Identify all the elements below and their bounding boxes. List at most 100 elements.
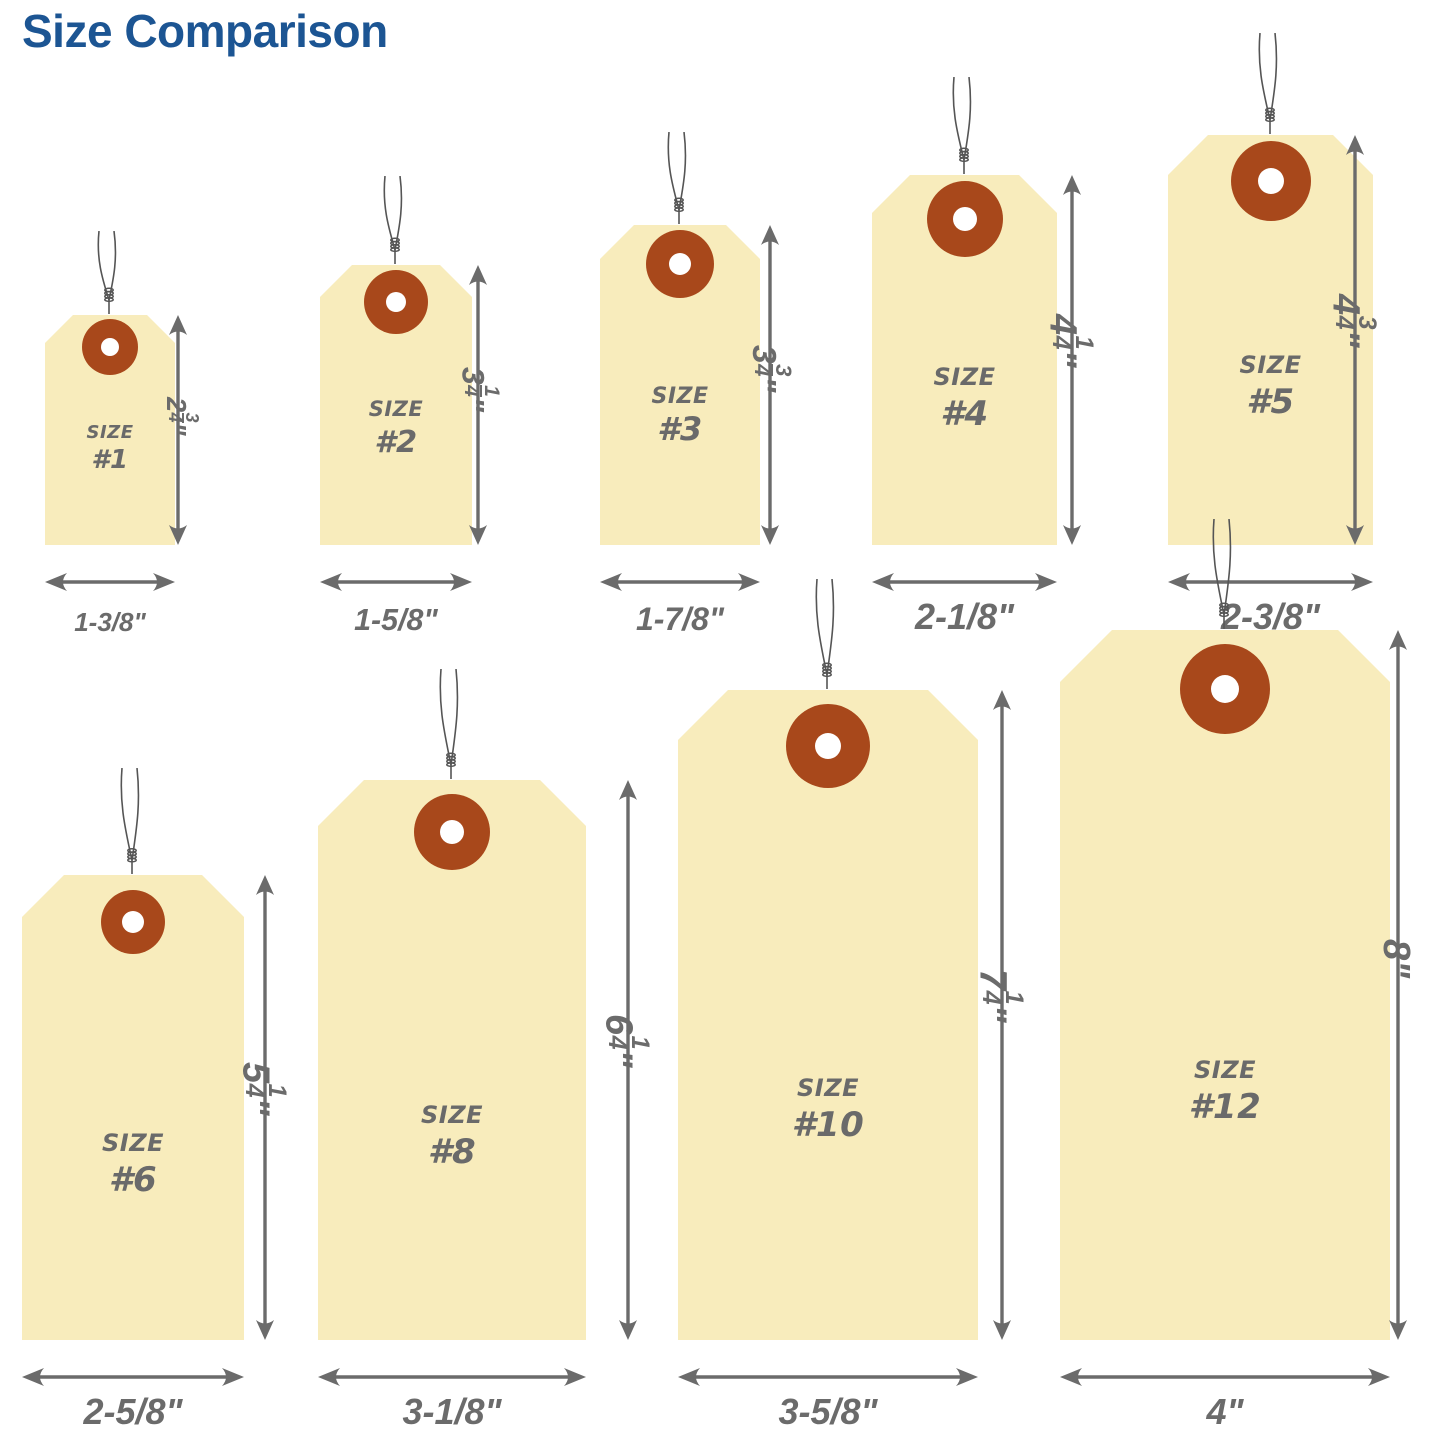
width-dimension-label: 4" [1206, 1391, 1244, 1432]
tag-size-word: Size [368, 389, 424, 425]
width-dimension-arrow-icon [318, 1368, 586, 1386]
tag-grommet-icon [926, 180, 1003, 257]
height-dimension-label: 3 3 4 " [744, 344, 796, 393]
width-dimension [600, 569, 760, 595]
tag-size-12[interactable]: Size #12 8" 4" [1060, 518, 1417, 1455]
tag-size-5[interactable]: Size #5 4 3 4 " 2-3/8" [1168, 32, 1381, 660]
tag-size-number: #6 [108, 1160, 158, 1201]
tag-size-word: Size [101, 1120, 164, 1161]
tag-size-word: Size [86, 414, 134, 445]
tag-size-number: #4 [940, 393, 989, 434]
page-title: Size Comparison [22, 5, 388, 57]
tag-size-word: Size [1239, 341, 1302, 382]
width-dimension-label: 2-5/8" [83, 1391, 183, 1432]
width-dimension-label: 1-3/8" [74, 607, 146, 637]
tag-string-icon [120, 767, 140, 874]
width-dimension-label: 3-1/8" [402, 1391, 502, 1432]
height-dimension: 4 3 4 " [1324, 135, 1381, 545]
height-dimension-arrow-icon [1389, 630, 1407, 1340]
tag-string-icon [815, 578, 835, 689]
tag-string-icon [1258, 32, 1277, 134]
tag-grommet-icon [82, 319, 138, 376]
grommet-hole [1257, 168, 1284, 194]
tag-size-label: Size #8 [318, 1092, 586, 1172]
height-dimension: 4 1 4 " [1041, 175, 1098, 545]
tag-size-label: Size #12 [1060, 1047, 1390, 1127]
tag-size-number: #8 [427, 1131, 477, 1172]
tag-row-bottom: Size #6 5 1 4 " 2-5/8" Size #8 6 1 4 " 3-1/8" Size #10 7… [0, 518, 1445, 1455]
tag-size-number: #10 [791, 1104, 865, 1145]
tag-size-word: Size [420, 1091, 483, 1132]
height-dimension-label: 2 3 4 " [161, 397, 203, 436]
tag-size-1[interactable]: Size #1 2 3 4 " 1-3/8" [45, 100, 202, 660]
height-dimension-label: 6 1 4 " [597, 1014, 654, 1069]
tag-size-10[interactable]: Size #10 7 1 4 " 3-5/8" [678, 578, 1028, 1455]
tag-size-number: #2 [374, 425, 418, 461]
width-dimension-arrow-icon [1168, 573, 1373, 591]
tag-paper-body [1060, 630, 1390, 1340]
height-dimension: 3 1 4 " [456, 265, 503, 545]
tag-size-6[interactable]: Size #6 5 1 4 " 2-5/8" [22, 680, 291, 1455]
tag-size-number: #12 [1188, 1086, 1262, 1127]
width-dimension-arrow-icon [320, 573, 472, 591]
height-dimension-arrow-icon [256, 875, 274, 1340]
height-dimension-label: 4 1 4 " [1041, 314, 1098, 369]
width-dimension-arrow-icon [872, 573, 1057, 591]
height-dimension-arrow-icon [469, 265, 487, 545]
tag-paper-body [1168, 135, 1373, 545]
grommet-hole [101, 338, 119, 357]
width-dimension [22, 1364, 244, 1390]
width-dimension-arrow-icon [45, 573, 175, 591]
tag-grommet-icon [1230, 141, 1311, 221]
tag-string-icon [383, 175, 403, 264]
tag-size-label: Size #2 [320, 389, 472, 461]
height-dimension-label: 4 3 4 " [1324, 294, 1381, 349]
tag-grommet-icon [101, 889, 165, 954]
tag-string-icon [667, 131, 687, 224]
tag-size-label: Size #3 [600, 372, 760, 450]
height-dimension: 3 3 4 " [745, 225, 796, 545]
tag-size-word: Size [651, 372, 709, 411]
tag-size-number: #3 [657, 410, 703, 449]
height-dimension-arrow-icon [761, 225, 779, 545]
tag-size-8[interactable]: Size #8 6 1 4 " 3-1/8" [318, 668, 654, 1455]
tag-grommet-icon [646, 230, 714, 299]
width-dimension-arrow-icon [1060, 1368, 1390, 1386]
tag-paper-body [318, 780, 586, 1340]
tag-size-label: Size #5 [1168, 342, 1373, 422]
height-dimension: 2 3 4 " [161, 315, 202, 545]
height-dimension-label: 5 1 4 " [234, 1061, 291, 1116]
height-dimension-arrow-icon [1063, 175, 1081, 545]
height-dimension: 7 1 4 " [971, 690, 1028, 1340]
height-dimension-arrow-icon [1346, 135, 1364, 545]
tag-grommet-icon [1180, 643, 1270, 734]
height-dimension-label: 7 1 4 " [971, 969, 1028, 1024]
height-dimension-arrow-icon [993, 690, 1011, 1340]
height-dimension-label: 3 1 4 " [455, 366, 503, 412]
width-dimension-arrow-icon [600, 573, 760, 591]
tag-size-3[interactable]: Size #3 3 3 4 " 1-7/8" [600, 100, 796, 660]
width-dimension-label: 1-7/8" [635, 601, 725, 637]
width-dimension-arrow-icon [678, 1368, 978, 1386]
tag-string-icon [952, 76, 971, 174]
width-dimension-label: 2-1/8" [914, 596, 1015, 637]
tag-paper-body [600, 225, 760, 545]
width-dimension [1060, 1364, 1390, 1390]
tag-size-2[interactable]: Size #2 3 1 4 " 1-5/8" [320, 100, 503, 660]
width-dimension [678, 1364, 978, 1390]
grommet-hole [952, 206, 977, 231]
tag-size-label: Size #4 [872, 354, 1057, 434]
tag-size-4[interactable]: Size #4 4 1 4 " 2-1/8" [872, 76, 1098, 660]
tag-size-label: Size #1 [45, 415, 175, 476]
tag-size-word: Size [1193, 1046, 1256, 1087]
grommet-hole [815, 733, 841, 760]
tag-size-label: Size #10 [678, 1065, 978, 1145]
grommet-hole [440, 819, 464, 844]
tag-paper-body [678, 690, 978, 1340]
tag-size-word: Size [796, 1064, 859, 1105]
tag-string-icon [439, 668, 459, 779]
width-dimension [318, 1364, 586, 1390]
tag-size-number: #1 [91, 445, 129, 476]
grommet-hole [1211, 674, 1239, 703]
tag-grommet-icon [364, 269, 428, 334]
